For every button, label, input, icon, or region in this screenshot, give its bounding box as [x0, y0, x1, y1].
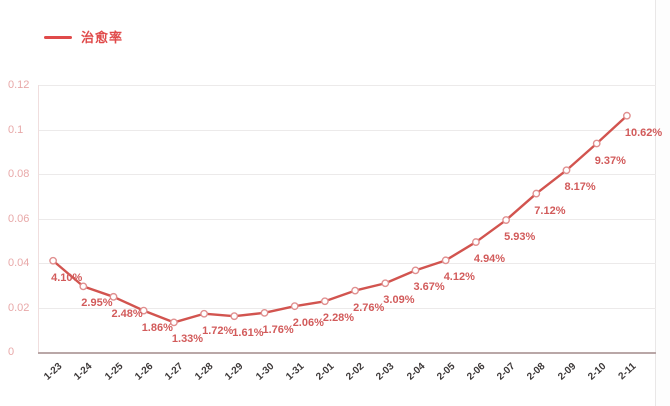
line-swatch-icon: [44, 35, 72, 39]
gridline: [38, 307, 656, 309]
y-axis-tick-label: 0.04: [8, 257, 30, 269]
y-axis-tick-label: 0: [8, 346, 15, 358]
data-point-label: 9.37%: [594, 154, 626, 167]
data-point-marker[interactable]: [200, 309, 209, 318]
data-point-marker[interactable]: [381, 279, 390, 288]
data-point-label: 10.62%: [624, 126, 663, 139]
data-point-marker[interactable]: [411, 266, 420, 275]
data-point-marker[interactable]: [320, 297, 329, 306]
data-point-marker[interactable]: [109, 292, 118, 301]
data-point-marker[interactable]: [79, 282, 88, 291]
data-point-label: 3.09%: [383, 294, 415, 307]
data-point-marker[interactable]: [260, 308, 269, 317]
gridline: [38, 129, 656, 131]
data-point-marker[interactable]: [592, 139, 601, 148]
series-line: [51, 114, 629, 324]
y-axis-tick-label: 0.12: [8, 79, 30, 91]
gridline: [38, 174, 656, 175]
data-point-label: 2.48%: [111, 307, 143, 320]
data-point-label: 5.93%: [504, 231, 536, 244]
data-point-label: 7.12%: [534, 204, 566, 217]
legend-label: 治愈率: [81, 29, 124, 45]
data-point-label: 2.28%: [322, 312, 355, 325]
data-point-label: 8.17%: [564, 181, 596, 194]
data-point-marker[interactable]: [290, 302, 299, 311]
series-markers: [49, 111, 631, 327]
data-point-label: 4.12%: [443, 271, 475, 284]
data-point-label: 1.61%: [232, 327, 264, 340]
data-point-label: 3.67%: [413, 281, 445, 294]
plot-panel: [655, 0, 656, 406]
gridline: [38, 263, 656, 264]
data-point-marker[interactable]: [471, 238, 480, 246]
y-axis-tick-label: 0.1: [8, 123, 24, 136]
chart-legend[interactable]: 治愈率: [44, 28, 123, 46]
data-point-label: 2.76%: [353, 301, 385, 314]
data-point-label: 4.10%: [51, 271, 83, 284]
data-point-label: 1.86%: [141, 321, 173, 334]
y-axis-tick-label: 0.06: [8, 212, 30, 225]
y-axis-tick-label: 0.02: [8, 301, 30, 314]
data-point-marker[interactable]: [502, 216, 510, 224]
data-point-label: 1.33%: [171, 333, 204, 346]
data-point-marker[interactable]: [139, 306, 148, 315]
data-point-label: 2.95%: [81, 297, 113, 310]
gridline: [38, 218, 656, 220]
data-point-label: 1.72%: [202, 324, 234, 337]
data-point-label: 2.06%: [292, 317, 324, 330]
data-point-marker[interactable]: [169, 318, 178, 327]
data-point-marker[interactable]: [623, 111, 631, 120]
gridline: [38, 85, 656, 86]
data-point-marker[interactable]: [230, 312, 239, 321]
data-point-marker[interactable]: [49, 256, 57, 265]
data-point-marker[interactable]: [562, 166, 571, 175]
data-point-marker[interactable]: [532, 189, 541, 198]
data-point-marker[interactable]: [441, 256, 450, 265]
x-axis-line: [38, 352, 656, 354]
data-point-marker[interactable]: [351, 286, 359, 295]
y-axis-line: [38, 85, 39, 352]
data-point-label: 4.94%: [473, 253, 506, 266]
y-axis-tick-label: 0.08: [8, 168, 30, 180]
data-point-label: 1.76%: [262, 323, 294, 336]
